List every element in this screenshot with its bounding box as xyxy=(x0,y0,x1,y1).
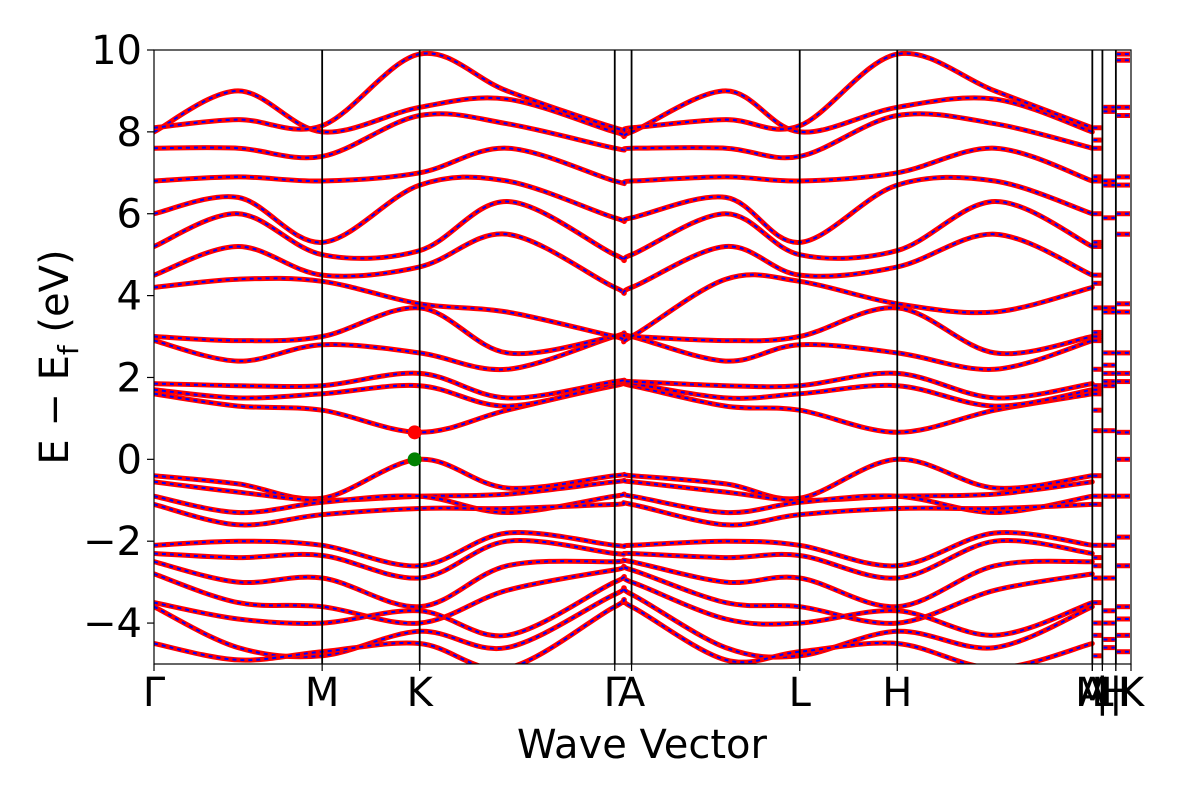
y-tick-label: 8 xyxy=(117,110,142,156)
valence-band-4 xyxy=(154,500,1095,528)
x-axis-ticks: Γ M K ΓA L H AM|L|HK xyxy=(143,664,1146,716)
y-tick-label: 4 xyxy=(117,274,142,320)
x-tick-label: L xyxy=(789,670,812,716)
y-tick-label: −2 xyxy=(83,519,142,565)
y-tick-label: 0 xyxy=(117,437,142,483)
x-tick-label: H xyxy=(882,670,912,716)
conduction-band-6 xyxy=(154,272,1095,345)
high-symmetry-lines xyxy=(321,50,1117,664)
x-tick-label: A xyxy=(1079,670,1107,716)
valence-band-1-overlay xyxy=(154,458,1093,500)
conduction-band-9-overlay xyxy=(154,176,1093,244)
conduction-band-5-overlay xyxy=(154,306,1093,355)
valence-band-11-overlay xyxy=(154,598,1093,664)
y-axis-title: E − Ef (eV) xyxy=(32,249,85,464)
conduction-band-8-overlay xyxy=(154,200,1093,262)
conduction-band-10-overlay xyxy=(154,147,1093,185)
x-tick-label: | xyxy=(1109,670,1122,716)
y-axis-title-unit: (eV) xyxy=(32,249,78,345)
x-tick-label: K xyxy=(1118,670,1146,716)
conduction-band-7-overlay xyxy=(154,233,1093,295)
plot-frame xyxy=(153,49,1132,665)
x-tick-label: A xyxy=(618,670,646,716)
x-tick-label: | xyxy=(1096,670,1109,716)
valence-band-10-overlay xyxy=(154,586,1093,659)
marker-vbm xyxy=(407,452,422,467)
x-tick-label: L xyxy=(1091,670,1114,716)
valence-band-5-overlay xyxy=(154,531,1093,567)
x-tick-label: H xyxy=(1101,670,1131,716)
valence-band-3-overlay xyxy=(154,493,1093,514)
y-tick-label: −4 xyxy=(83,601,142,647)
y-axis-ticks: −4 −2 0 2 4 6 8 10 xyxy=(83,28,154,647)
x-axis-title: Wave Vector xyxy=(517,722,768,768)
valence-band-8 xyxy=(154,564,1095,626)
conduction-band-3-overlay xyxy=(154,372,1093,399)
y-tick-label: 2 xyxy=(117,355,142,401)
conduction-band-11-overlay xyxy=(154,112,1093,159)
y-tick-label: 10 xyxy=(91,28,142,74)
valence-band-9 xyxy=(154,573,1095,639)
marker-cbm xyxy=(407,425,422,440)
band-edge-markers xyxy=(407,425,422,467)
x-tick-label: Γ xyxy=(604,670,627,716)
valence-band-6-overlay xyxy=(154,539,1093,580)
x-tick-label: Γ xyxy=(143,670,166,716)
x-tick-label: K xyxy=(407,670,435,716)
x-tick-label: M xyxy=(305,670,340,716)
y-axis-title-main: E − E xyxy=(32,355,78,465)
valence-band-7-overlay xyxy=(154,559,1093,608)
y-axis-title-subscript: f xyxy=(52,344,85,355)
x-tick-label: M xyxy=(1075,670,1110,716)
y-tick-label: 6 xyxy=(117,192,142,238)
